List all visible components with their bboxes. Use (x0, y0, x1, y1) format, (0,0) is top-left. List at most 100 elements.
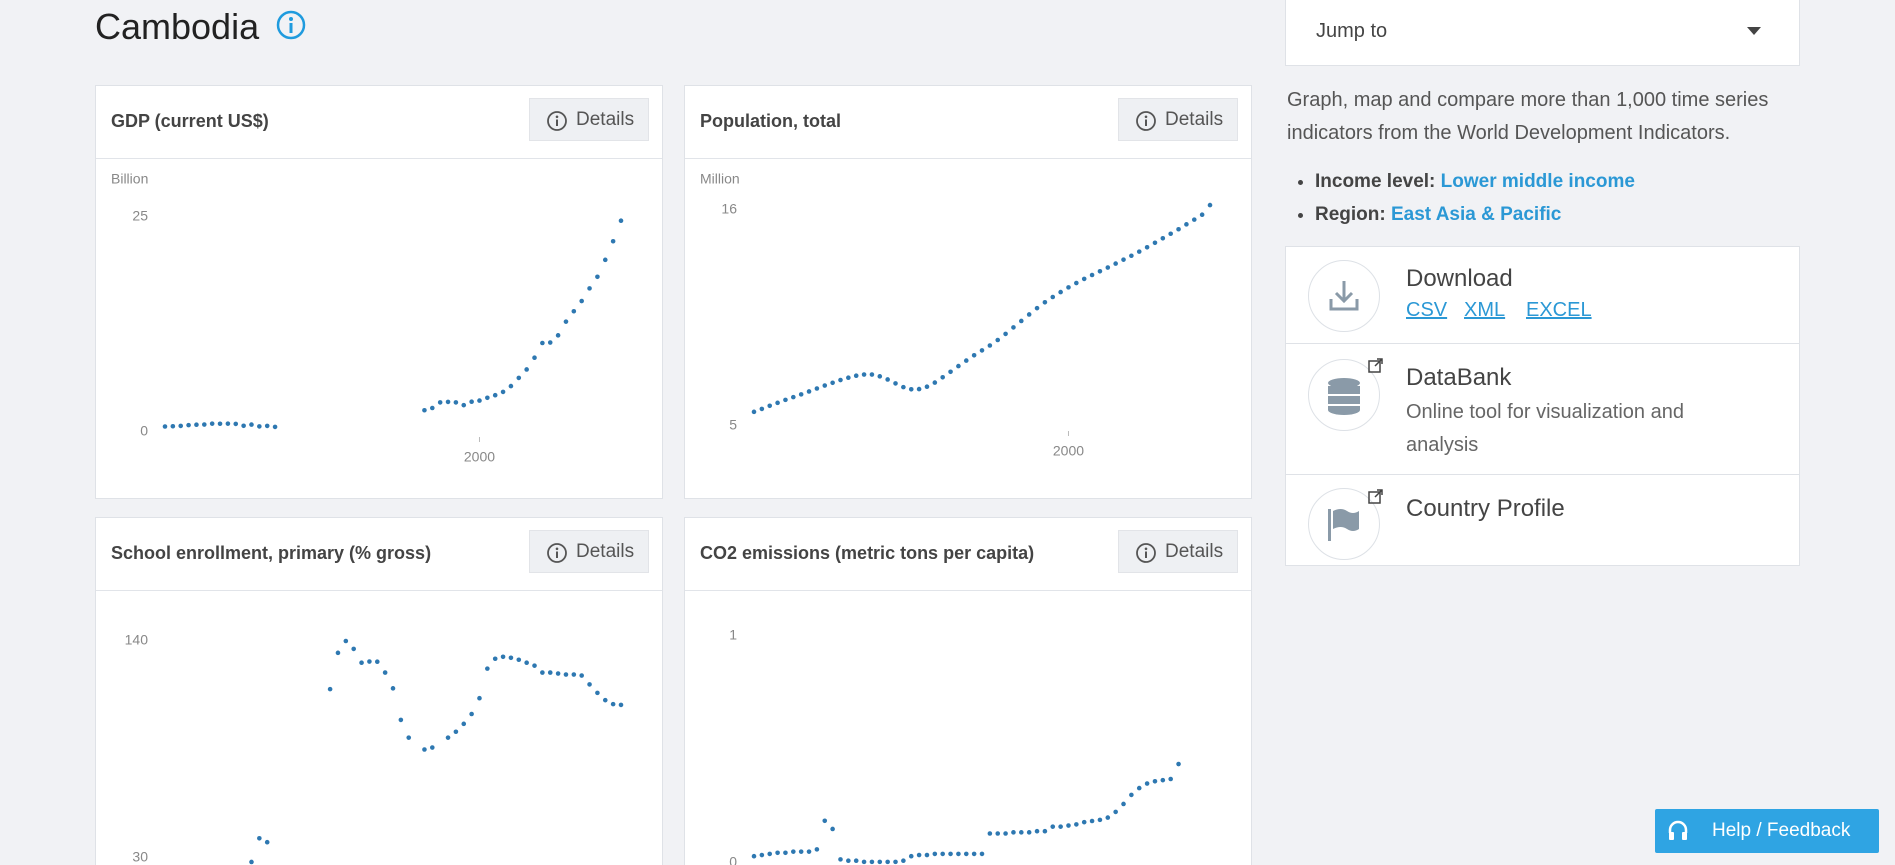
data-point (453, 729, 459, 735)
data-point (382, 670, 388, 675)
card-title: DataBank (1406, 364, 1512, 391)
label: Income level: (1315, 171, 1436, 192)
country-profile-card: Country Profile (1285, 474, 1800, 566)
data-point (477, 695, 482, 701)
external-icon (1368, 489, 1383, 504)
data-point (963, 851, 969, 857)
data-point (343, 638, 349, 644)
data-point (783, 397, 788, 403)
info-icon[interactable] (276, 10, 306, 40)
details-button[interactable]: Details (1118, 98, 1238, 141)
data-point (241, 423, 246, 429)
data-point (602, 697, 608, 703)
data-point (791, 849, 796, 854)
data-point (932, 851, 938, 857)
label: Region: (1315, 204, 1386, 225)
data-point (1152, 778, 1158, 784)
data-point (1089, 818, 1095, 824)
data-point (1097, 268, 1103, 274)
data-point (846, 375, 851, 380)
data-point (853, 858, 859, 864)
data-point (1011, 325, 1016, 330)
description: Graph, map and compare more than 1,000 t… (1287, 89, 1769, 144)
data-point (178, 423, 184, 429)
data-point (1066, 285, 1071, 290)
data-point (547, 670, 553, 675)
data-point (249, 422, 254, 427)
data-point (571, 308, 577, 314)
data-point (233, 421, 239, 427)
y-tick-label: 1 (729, 627, 737, 643)
info-list: Income level: Lower middle income Region… (1287, 165, 1635, 231)
data-point (916, 386, 922, 392)
data-point (1058, 289, 1063, 295)
data-point (595, 274, 600, 280)
data-point (1050, 294, 1056, 300)
data-point (555, 671, 561, 676)
data-point (759, 852, 765, 858)
data-point (908, 853, 914, 859)
data-point (751, 409, 757, 415)
chart: 01 (729, 627, 1181, 865)
link[interactable]: CSV (1406, 299, 1448, 321)
link[interactable]: EXCEL (1526, 299, 1592, 321)
chart-title: CO2 emissions (metric tons per capita) (700, 543, 1035, 563)
data-point (477, 398, 482, 403)
data-point (610, 701, 616, 707)
data-point (1105, 265, 1111, 270)
data-point (916, 852, 922, 858)
data-point (798, 849, 804, 854)
data-point (830, 826, 835, 832)
data-point (963, 358, 969, 363)
data-point (532, 355, 537, 360)
data-point (1081, 819, 1087, 825)
data-point (956, 363, 961, 369)
y-tick-label: 25 (132, 208, 148, 224)
link[interactable]: Lower middle income (1440, 171, 1635, 192)
data-point (1011, 830, 1016, 835)
data-point (1026, 312, 1032, 317)
data-point (995, 337, 1001, 343)
data-point (908, 386, 914, 392)
jump-to-dropdown[interactable]: Jump to (1285, 0, 1800, 66)
data-point (257, 835, 262, 841)
details-button[interactable]: Details (1118, 530, 1238, 573)
chart-title: School enrollment, primary (% gross) (111, 543, 432, 563)
help-button[interactable]: Help / Feedback (1655, 809, 1879, 853)
data-point (500, 389, 506, 395)
download-card: Download CSV XML EXCEL (1285, 246, 1800, 344)
data-point (791, 394, 796, 400)
data-point (202, 422, 207, 427)
link[interactable]: XML (1464, 299, 1506, 321)
data-point (869, 372, 875, 377)
data-point (1160, 777, 1166, 783)
chart: Billion 0 25 2000 (111, 171, 624, 465)
data-point (524, 367, 529, 372)
data-point (1129, 792, 1134, 798)
data-point (822, 383, 828, 388)
data-point (359, 660, 364, 665)
data-point (1026, 830, 1032, 835)
link[interactable]: East Asia & Pacific (1391, 204, 1562, 225)
data-point (767, 403, 773, 409)
data-point (1058, 824, 1063, 829)
data-point (186, 422, 191, 428)
data-point (948, 369, 953, 375)
data-point (979, 348, 985, 353)
data-point (940, 375, 945, 380)
data-point (940, 851, 945, 857)
data-point (822, 818, 828, 824)
data-point (1034, 828, 1040, 834)
data-point (1042, 299, 1048, 305)
data-point (995, 831, 1001, 836)
data-point (1019, 830, 1024, 835)
data-point (814, 847, 820, 852)
details-button[interactable]: Details (529, 530, 649, 573)
data-point (272, 424, 278, 430)
y-tick-label: 30 (132, 849, 148, 865)
data-point (532, 663, 537, 668)
databank-card: DataBank Online tool for visualization a… (1285, 343, 1800, 475)
card-header: CO2 emissions (metric tons per capita) D… (685, 518, 1251, 591)
data-point (563, 672, 569, 677)
details-button[interactable]: Details (529, 98, 649, 141)
